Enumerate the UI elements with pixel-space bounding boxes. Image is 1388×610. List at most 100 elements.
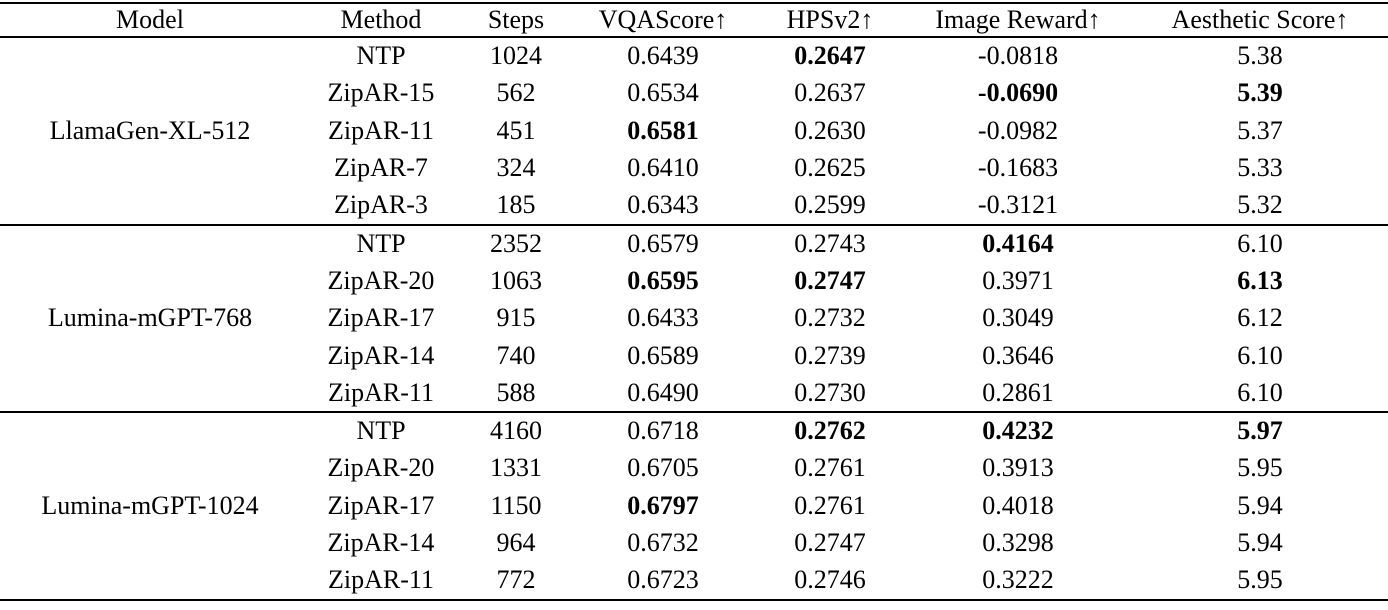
image-reward-cell: -0.0982 <box>977 115 1059 145</box>
image-reward-cell: -0.3121 <box>977 190 1059 220</box>
image-reward-cell: 0.4232 <box>904 411 1132 450</box>
steps-cell: 1150 <box>490 490 542 520</box>
image-reward-cell: -0.0818 <box>977 41 1059 71</box>
vqascore-cell: 0.6723 <box>627 565 699 595</box>
aesthetic-score-cell: 6.10 <box>1237 340 1283 370</box>
method-cell: ZipAR-11 <box>328 565 434 595</box>
image-reward-cell: 0.3298 <box>982 528 1054 558</box>
col-header-aesthetic-score: Aesthetic Score↑ <box>1171 5 1349 34</box>
steps-cell: 772 <box>496 565 536 595</box>
vqascore-cell: 0.6433 <box>627 303 699 333</box>
table-row: ZipAR-17 1150 0.6797 0.2761 0.4018 5.94 <box>0 487 1388 525</box>
image-reward-cell: 0.4018 <box>982 490 1054 520</box>
aesthetic-score-cell: 5.37 <box>1237 115 1283 145</box>
method-cell: ZipAR-17 <box>327 303 435 333</box>
col-header-hpsv2: HPSv2↑ <box>786 5 874 34</box>
method-cell: ZipAR-20 <box>327 453 435 483</box>
steps-cell: 185 <box>496 190 536 220</box>
table-row: ZipAR-7 324 0.6410 0.2625 -0.1683 5.33 <box>0 150 1388 188</box>
vqascore-cell: 0.6718 <box>570 411 756 450</box>
table-row: ZipAR-17 915 0.6433 0.2732 0.3049 6.12 <box>0 300 1388 338</box>
method-cell: NTP <box>300 223 462 262</box>
hpsv2-cell: 0.2730 <box>794 377 866 407</box>
table-row: Lumina-mGPT-768 NTP 2352 0.6579 0.2743 0.4164… <box>0 223 1388 412</box>
hpsv2-cell: 0.2647 <box>794 41 866 71</box>
method-cell: ZipAR-15 <box>327 78 435 108</box>
hpsv2-cell: 0.2746 <box>794 565 866 595</box>
table-row: ZipAR-11 451 0.6581 0.2630 -0.0982 5.37 <box>0 112 1388 150</box>
table-row: ZipAR-11 588 0.6490 0.2730 0.2861 6.10 <box>0 375 1388 413</box>
col-header-image-reward: Image Reward↑ <box>935 5 1101 34</box>
aesthetic-score-cell: 5.39 <box>1237 78 1283 108</box>
aesthetic-score-cell: 6.10 <box>1237 377 1283 407</box>
steps-cell: 588 <box>496 377 536 407</box>
vqascore-cell: 0.6490 <box>627 377 699 407</box>
table-row: ZipAR-20 1063 0.6595 0.2747 0.3971 6.13 <box>0 262 1388 300</box>
vqascore-cell: 0.6797 <box>627 490 699 520</box>
steps-cell: 1024 <box>490 41 542 71</box>
vqascore-cell: 0.6705 <box>627 453 699 483</box>
hpsv2-cell: 0.2743 <box>756 223 904 262</box>
vqascore-cell: 0.6343 <box>627 190 699 220</box>
method-cell: NTP <box>300 411 462 450</box>
model-name: LlamaGen-XL-512 <box>49 115 251 145</box>
steps-cell: 451 <box>496 115 536 145</box>
vqascore-cell: 0.6732 <box>627 528 699 558</box>
vqascore-cell: 0.6439 <box>627 41 699 71</box>
method-cell: NTP <box>356 41 406 71</box>
aesthetic-score-cell: 6.13 <box>1237 265 1283 295</box>
col-header-steps: Steps <box>487 5 545 34</box>
header-row: Model Method Steps VQAScore↑ HPSv2↑ Imag… <box>0 3 1388 37</box>
table-row: ZipAR-15 562 0.6534 0.2637 -0.0690 5.39 <box>0 75 1388 113</box>
steps-cell: 740 <box>496 340 536 370</box>
method-cell: ZipAR-14 <box>327 528 435 558</box>
aesthetic-score-cell: 5.33 <box>1237 153 1283 183</box>
aesthetic-score-cell: 5.94 <box>1237 490 1283 520</box>
model-name: Lumina-mGPT-768 <box>0 223 300 412</box>
table-row: Lumina-mGPT-1024 NTP 4160 0.6718 0.2762 0.423… <box>0 411 1388 600</box>
method-cell: ZipAR-11 <box>328 115 434 145</box>
steps-cell: 964 <box>496 528 536 558</box>
image-reward-cell: 0.3646 <box>982 340 1054 370</box>
vqascore-cell: 0.6595 <box>627 265 699 295</box>
hpsv2-cell: 0.2747 <box>794 528 866 558</box>
image-reward-cell: 0.3913 <box>982 453 1054 483</box>
hpsv2-cell: 0.2762 <box>756 411 904 450</box>
steps-cell: 324 <box>496 153 536 183</box>
hpsv2-cell: 0.2739 <box>794 340 866 370</box>
hpsv2-cell: 0.2732 <box>794 303 866 333</box>
method-cell: ZipAR-17 <box>327 490 435 520</box>
aesthetic-score-cell: 5.95 <box>1237 565 1283 595</box>
method-cell: ZipAR-3 <box>334 190 428 220</box>
model-name: Lumina-mGPT-1024 <box>0 411 300 600</box>
method-cell: ZipAR-7 <box>334 153 428 183</box>
image-reward-cell: 0.3049 <box>982 303 1054 333</box>
image-reward-cell: -0.1683 <box>977 153 1059 183</box>
hpsv2-cell: 0.2761 <box>794 490 866 520</box>
col-header-model: Model <box>116 5 184 34</box>
table-row: LlamaGen-XL-512 NTP 1024 0.6439 0.2647 -0.081… <box>0 37 1388 145</box>
steps-cell: 1331 <box>490 453 542 483</box>
steps-cell: 562 <box>496 78 536 108</box>
vqascore-cell: 0.6410 <box>627 153 699 183</box>
steps-cell: 2352 <box>462 223 570 262</box>
image-reward-cell: 0.4164 <box>904 223 1132 262</box>
table-row: ZipAR-11 772 0.6723 0.2746 0.3222 5.95 <box>0 562 1388 600</box>
vqascore-cell: 0.6589 <box>627 340 699 370</box>
table-row: ZipAR-20 1331 0.6705 0.2761 0.3913 5.95 <box>0 450 1388 488</box>
aesthetic-score-cell: 6.12 <box>1237 303 1283 333</box>
hpsv2-cell: 0.2747 <box>794 265 866 295</box>
image-reward-cell: 0.3971 <box>982 265 1054 295</box>
hpsv2-cell: 0.2637 <box>794 78 866 108</box>
table-row: ZipAR-14 740 0.6589 0.2739 0.3646 6.10 <box>0 337 1388 375</box>
image-reward-cell: 0.2861 <box>982 377 1054 407</box>
method-cell: ZipAR-20 <box>327 265 435 295</box>
col-header-method: Method <box>340 5 422 34</box>
vqascore-cell: 0.6534 <box>627 78 699 108</box>
table-row: ZipAR-14 964 0.6732 0.2747 0.3298 5.94 <box>0 525 1388 563</box>
aesthetic-score-cell: 5.38 <box>1237 41 1283 71</box>
aesthetic-score-cell: 5.97 <box>1132 411 1388 450</box>
col-header-vqascore: VQAScore↑ <box>598 5 728 34</box>
